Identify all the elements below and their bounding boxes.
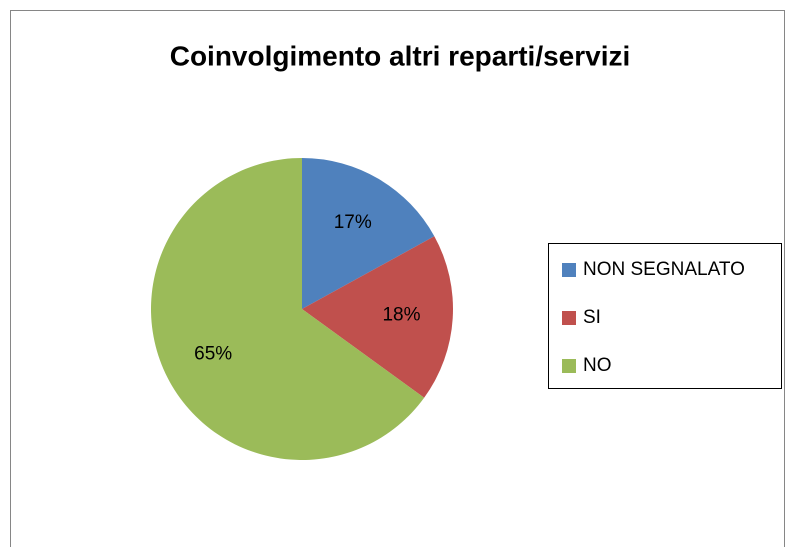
pie-slice — [150, 158, 425, 461]
pie-slice — [302, 236, 453, 398]
legend-label: NON SEGNALATO — [583, 259, 745, 280]
data-label: 65% — [194, 343, 232, 364]
legend-label: SI — [583, 307, 601, 328]
legend-swatch — [562, 311, 576, 325]
legend-swatch — [562, 359, 576, 373]
pie-slice — [302, 158, 435, 309]
legend-label: NO — [583, 355, 612, 376]
chart-title: Coinvolgimento altri reparti/servizi — [170, 40, 631, 71]
data-label: 18% — [382, 304, 420, 325]
legend-box — [548, 243, 782, 389]
legend-swatch — [562, 263, 576, 277]
data-label: 17% — [334, 212, 372, 233]
